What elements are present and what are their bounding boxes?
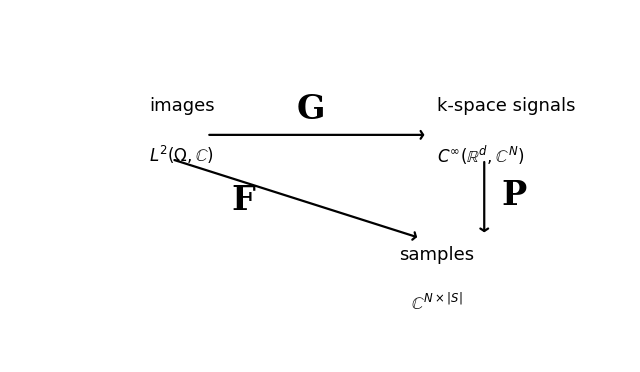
- Text: k-space signals: k-space signals: [437, 97, 575, 115]
- Text: G: G: [296, 93, 325, 126]
- Text: $\mathbb{C}^{N\times|S|}$: $\mathbb{C}^{N\times|S|}$: [412, 292, 463, 314]
- Text: $L^2(\Omega, \mathbb{C})$: $L^2(\Omega, \mathbb{C})$: [150, 144, 214, 166]
- Text: images: images: [150, 97, 215, 115]
- Text: samples: samples: [399, 246, 475, 264]
- Text: $C^\infty(\mathbb{R}^d, \mathbb{C}^N)$: $C^\infty(\mathbb{R}^d, \mathbb{C}^N)$: [437, 144, 525, 167]
- Text: F: F: [232, 184, 255, 217]
- Text: P: P: [501, 179, 527, 212]
